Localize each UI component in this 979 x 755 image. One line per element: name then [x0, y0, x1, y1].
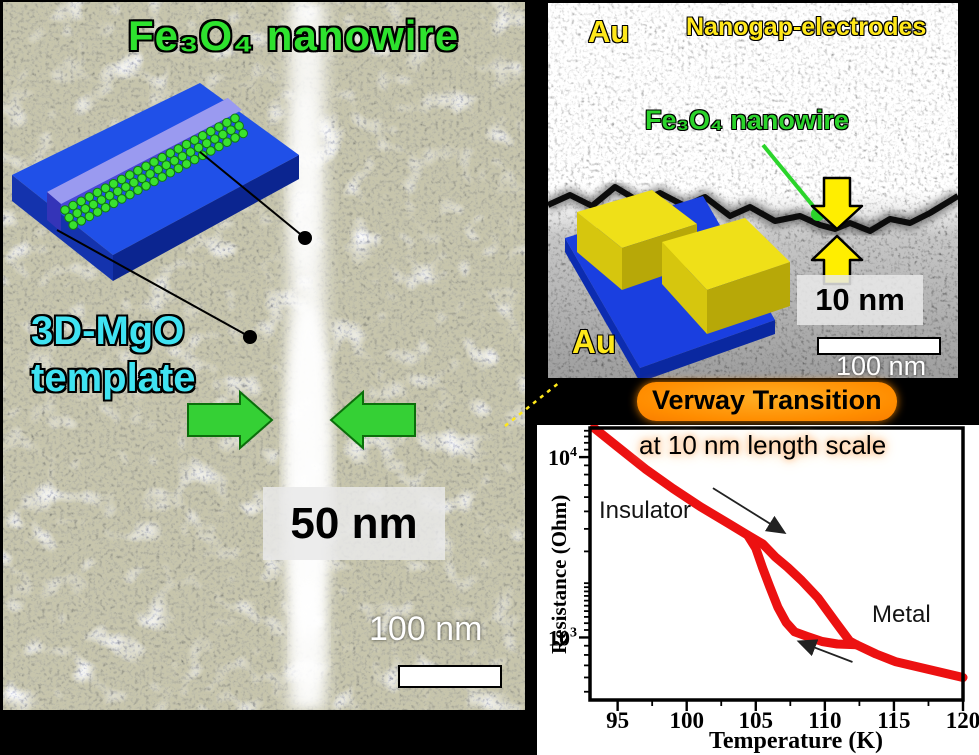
left-overlay-art [12, 83, 416, 451]
au-label-bottom: Au [572, 323, 616, 360]
resistance-chart-panel: 95 100 105 110 115 120 103 104 at 10 nm length … [537, 425, 979, 755]
gap-measurement-box: 10 nm [797, 275, 923, 325]
green-arrow-right-icon [187, 389, 274, 451]
width-label: 50 nm [290, 498, 418, 548]
direction-arrows [712, 487, 853, 663]
left-sem-panel: Fe₃O₄ nanowire 3D-MgO template 50 nm 100… [3, 2, 525, 710]
sem-patches [3, 2, 525, 710]
right-panel-title: Nanogap-electrodes [686, 13, 927, 41]
chart-subtitle: at 10 nm length scale [639, 430, 887, 460]
svg-text:110: 110 [808, 708, 841, 733]
inset-pointer-lines [56, 151, 312, 344]
resistance-chart: 95 100 105 110 115 120 103 104 [548, 425, 979, 733]
nanogap-crack [548, 179, 958, 239]
left-panel-title: Fe₃O₄ nanowire [128, 12, 460, 59]
plot-frame [588, 426, 965, 702]
svg-text:103: 103 [548, 625, 577, 650]
metal-label: Metal [872, 601, 931, 628]
au-label-top: Au [588, 14, 630, 49]
nanowire-atoms [60, 113, 248, 230]
width-measurement-box: 50 nm [263, 487, 445, 560]
y-axis-label: Resistance (Ohm) [547, 494, 571, 654]
left-scalebar [398, 665, 502, 688]
left-sem-image [3, 2, 525, 710]
template-label-line1: 3D-MgO [31, 309, 185, 353]
right-scalebar [817, 337, 941, 355]
electrodes-3d-inset [565, 190, 790, 378]
axis-ticks [579, 429, 965, 711]
x-axis-label: Temperature (K) [709, 728, 883, 754]
nanowire-label: Fe₃O₄ nanowire [645, 105, 849, 135]
insulator-label: Insulator [599, 497, 692, 524]
verway-transition-badge: Verway Transition [637, 382, 897, 421]
yellow-arrow-down-icon [810, 176, 864, 231]
gap-arrow-icons [810, 176, 864, 286]
connector-dashed-line [504, 381, 561, 427]
svg-text:105: 105 [739, 708, 774, 733]
right-scalebar-label: 100 nm [836, 351, 927, 378]
data-series [589, 425, 968, 682]
svg-text:115: 115 [877, 708, 910, 733]
tick-labels: 95 100 105 110 115 120 103 104 [548, 445, 979, 733]
svg-text:95: 95 [606, 708, 629, 733]
svg-text:104: 104 [548, 445, 577, 470]
template-label: 3D-MgO template [31, 308, 196, 402]
right-sem-panel: Au Nanogap-electrodes Fe₃O₄ nanowire Au … [548, 3, 958, 378]
width-arrow-icons [187, 389, 416, 451]
template-label-line2: template [31, 356, 196, 400]
left-scalebar-label: 100 nm [369, 610, 483, 648]
green-arrow-left-icon [329, 389, 416, 451]
right-overlay-art [565, 143, 864, 378]
svg-text:120: 120 [946, 708, 979, 733]
nanowire-3d-inset [12, 83, 299, 281]
svg-text:100: 100 [669, 708, 704, 733]
gap-label: 10 nm [815, 282, 905, 317]
